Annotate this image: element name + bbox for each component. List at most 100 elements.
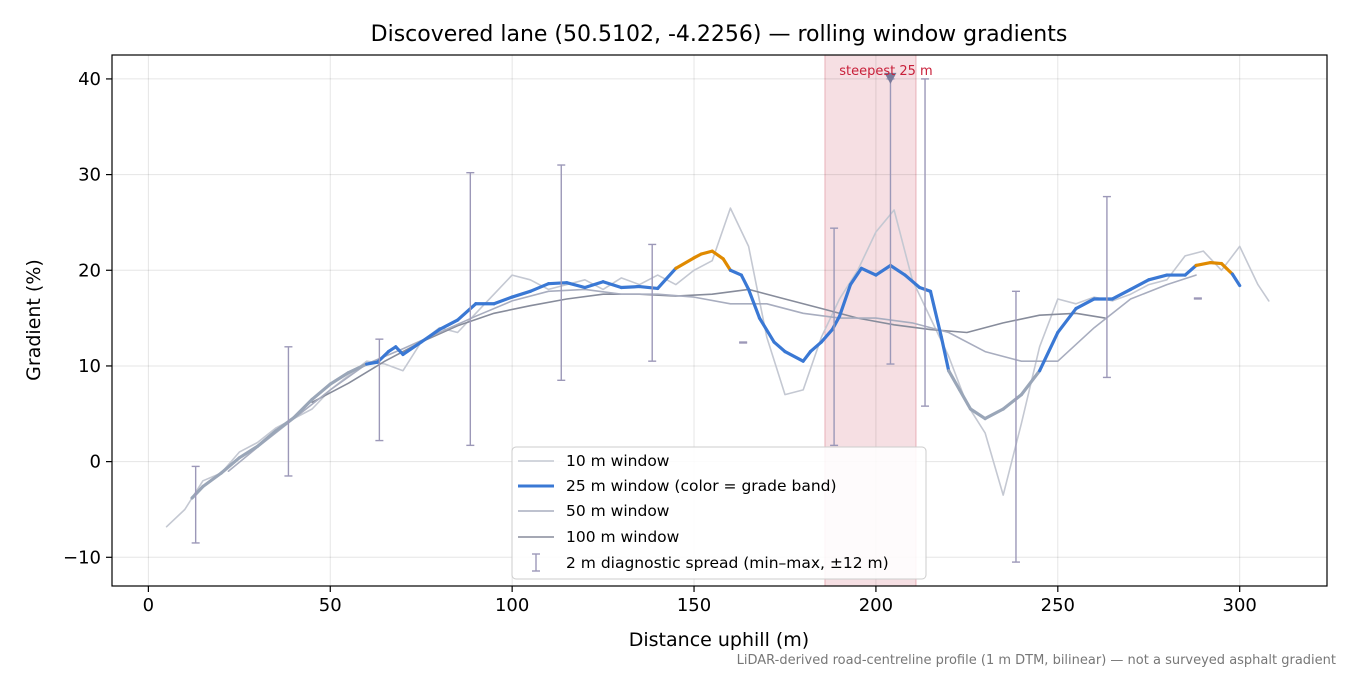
series-25m-segment [190, 484, 205, 500]
series-25m-segment [848, 266, 863, 287]
series-25m-segment [699, 249, 714, 256]
series-25m-segment [957, 388, 973, 411]
legend-label-25m: 25 m window (color = grade band) [566, 477, 837, 495]
x-tick-label: 250 [1041, 595, 1075, 616]
series-25m-segment [619, 284, 642, 290]
errorbar [1102, 195, 1111, 379]
errorbar [648, 243, 657, 362]
series-25m-segment [219, 456, 241, 475]
x-tick-label: 50 [319, 595, 342, 616]
legend-box [511, 446, 927, 580]
x-axis-label: Distance uphill (m) [629, 629, 809, 651]
y-tick-label: 10 [78, 356, 101, 377]
errorbar [466, 171, 475, 447]
series-25m-segment [903, 273, 922, 290]
series-25m-segment [874, 263, 893, 277]
series-25m-segment [747, 287, 762, 320]
series-25m-segment [939, 335, 951, 373]
legend-label-errorbar: 2 m diagnostic spread (min–max, ±12 m) [566, 554, 889, 572]
errorbar [1011, 290, 1020, 563]
series-25m-segment [674, 256, 696, 270]
series-25m-segment [328, 371, 351, 386]
errorbar [739, 341, 748, 344]
errorbar [830, 227, 839, 447]
series-25m-segment [947, 369, 962, 392]
series-25m-segment [739, 273, 751, 292]
series-25m-segment [310, 382, 332, 402]
series-25m-segment [859, 266, 878, 277]
series-25m-segment [656, 266, 678, 291]
x-tick-label: 300 [1223, 595, 1257, 616]
highlight-label: steepest 25 m [839, 64, 932, 79]
series-25m-segment [346, 362, 369, 375]
y-tick-label: 0 [90, 452, 101, 473]
series-25m-segment [1219, 261, 1235, 276]
series-25m-segment [1110, 287, 1133, 301]
errorbar [284, 346, 293, 477]
series-25m-segment [1208, 261, 1224, 266]
x-tick-label: 150 [677, 595, 711, 616]
y-tick-label: 20 [78, 260, 101, 281]
series-25m-segment [274, 416, 296, 433]
series-25m-segment [888, 263, 907, 277]
legend-label-100m: 100 m window [566, 528, 680, 546]
series-25m-segment [983, 407, 1005, 421]
series-25m-segment [365, 360, 380, 366]
series-25m-segment [510, 289, 532, 299]
series-25m-segment [637, 284, 660, 291]
series-25m-segment [1056, 306, 1078, 335]
y-axis-label: Gradient (%) [23, 259, 45, 381]
series-25m-segment [255, 429, 278, 448]
legend-label-50m: 50 m window [566, 502, 670, 520]
series-25m-segment [1001, 393, 1024, 411]
series-25m-segment [783, 349, 805, 363]
series-25m-segment [1183, 263, 1198, 277]
x-tick-label: 200 [859, 595, 893, 616]
series-25m-segment [565, 281, 587, 290]
legend: 10 m window 25 m window (color = grade b… [511, 446, 927, 580]
series-25m-segment [757, 316, 776, 344]
series-25m-segment [1074, 297, 1096, 311]
series-25m-segment [419, 327, 441, 344]
y-tick-label: −10 [63, 547, 101, 568]
series-25m-segment [837, 283, 853, 318]
series-25m-segment [1019, 369, 1042, 397]
errorbar [921, 78, 930, 407]
footnote: LiDAR-derived road-centreline profile (1… [737, 653, 1336, 668]
series-25m-segment [201, 471, 223, 489]
series-25m-segment [455, 302, 478, 322]
series-25m-segment [237, 444, 260, 460]
series-100m-line [311, 288, 1106, 404]
series-25m-segment [710, 249, 725, 261]
series-25m-segment [801, 349, 813, 363]
legend-swatch-errorbar [532, 553, 540, 572]
series-25m-segment [437, 318, 460, 332]
series-25m-segment [1147, 273, 1169, 282]
errorbar [1193, 297, 1202, 300]
steepest-marker [884, 72, 897, 84]
plot-frame [111, 54, 1328, 587]
series-25m-segment [721, 257, 733, 272]
series-25m-segment [1230, 272, 1242, 288]
series-25m-segment [546, 281, 569, 286]
series-25m-segment [1194, 261, 1213, 268]
series-25m-segment [1038, 330, 1060, 373]
series-25m-segment [401, 340, 423, 357]
errorbar [191, 465, 200, 544]
series-25m-segment [808, 340, 823, 354]
series-25m-segment [528, 282, 551, 293]
series-25m-segment [601, 280, 623, 290]
errorbar [375, 338, 384, 442]
series-10m-line [165, 207, 1270, 528]
series-25m-segment [772, 340, 787, 354]
series-25m-segment [583, 280, 605, 290]
y-tick-label: 40 [78, 69, 101, 90]
x-tick-label: 100 [495, 595, 529, 616]
series-25m-segment [928, 289, 944, 339]
errorbar [557, 164, 566, 381]
series-25m-segment [968, 407, 987, 421]
series-25m-segment [819, 327, 834, 344]
legend-label-10m: 10 m window [566, 452, 670, 470]
series-25m-segment [292, 397, 314, 420]
